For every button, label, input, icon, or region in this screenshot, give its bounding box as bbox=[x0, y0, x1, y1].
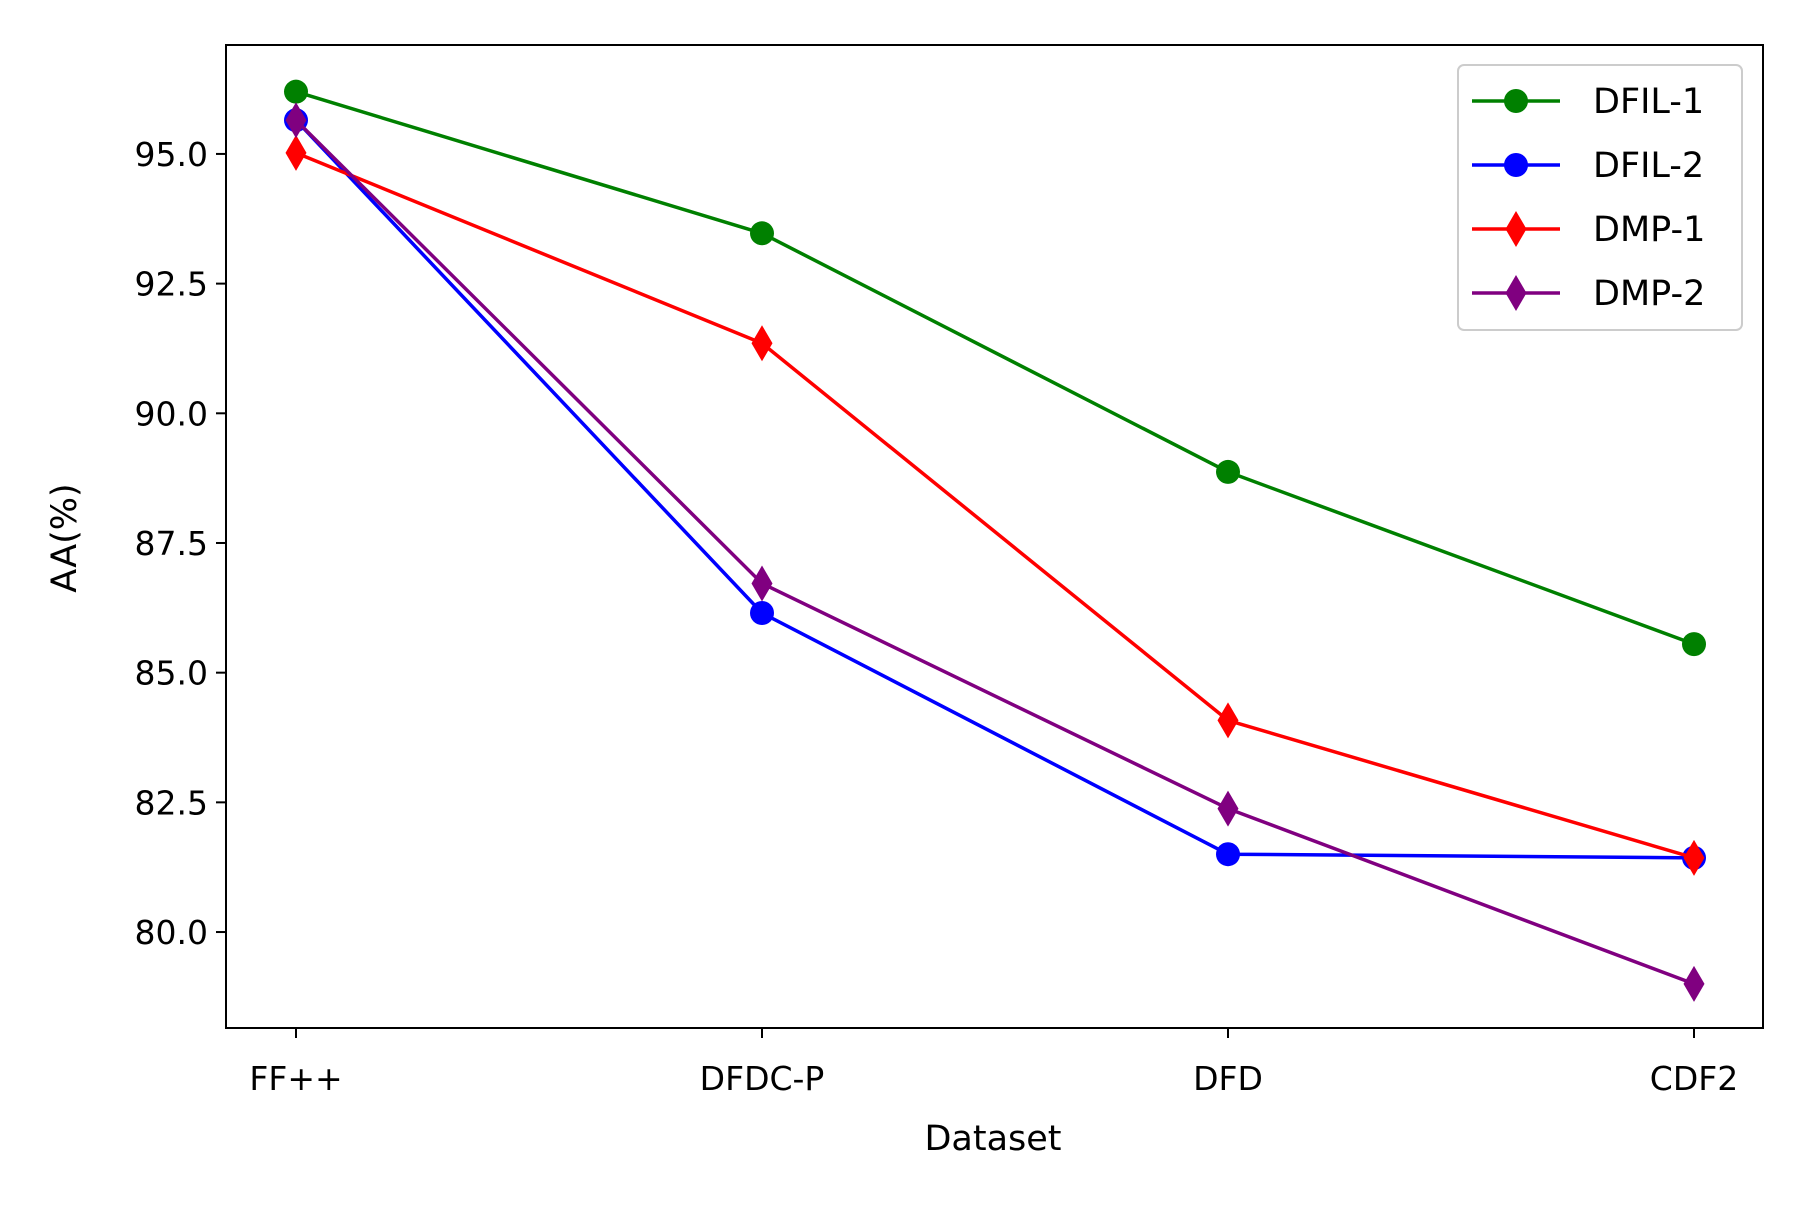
axes: 80.0 82.5 85.0 87.5 90.0 92.5 95.0 FF++ DFDC-P DF… bbox=[135, 44, 1764, 1098]
data-point bbox=[1683, 965, 1705, 1002]
data-point bbox=[285, 102, 307, 139]
plot-frame bbox=[225, 44, 1764, 1029]
data-point bbox=[1217, 702, 1239, 739]
y-tick-label: 80.0 bbox=[135, 913, 208, 952]
plot-area bbox=[284, 79, 1706, 1002]
legend-label: DMP-2 bbox=[1593, 274, 1705, 314]
y-tick-label: 95.0 bbox=[135, 135, 208, 174]
series-line-4 bbox=[294, 118, 1695, 986]
y-axis-title: AA(%) bbox=[45, 483, 85, 592]
data-point bbox=[750, 221, 774, 246]
x-axis-title: Dataset bbox=[924, 1119, 1061, 1159]
series-line-2 bbox=[294, 119, 1695, 860]
data-point bbox=[1682, 632, 1706, 657]
data-point bbox=[1217, 790, 1239, 827]
y-tick-label: 90.0 bbox=[135, 394, 208, 433]
legend-box bbox=[1457, 64, 1743, 331]
data-point bbox=[751, 325, 773, 362]
data-point bbox=[284, 79, 308, 104]
y-tick-label: 85.0 bbox=[135, 654, 208, 693]
data-point bbox=[751, 565, 773, 602]
x-tick-label: DFD bbox=[1193, 1059, 1263, 1098]
legend-label: DFIL-1 bbox=[1593, 82, 1704, 122]
data-point bbox=[1216, 842, 1240, 867]
x-tick-label: FF++ bbox=[249, 1059, 342, 1098]
data-point bbox=[750, 601, 774, 626]
legend-marker bbox=[1505, 211, 1527, 247]
y-tick-label: 87.5 bbox=[135, 524, 208, 563]
series-line-1 bbox=[295, 90, 1695, 646]
legend: DFIL-1 DFIL-2 DMP-1 DMP-2 bbox=[1457, 64, 1743, 331]
legend-marker bbox=[1504, 89, 1528, 113]
legend-marker bbox=[1505, 275, 1527, 311]
y-tick-label: 82.5 bbox=[135, 783, 208, 822]
data-point bbox=[1216, 459, 1240, 484]
x-tick-label: CDF2 bbox=[1650, 1059, 1738, 1098]
legend-marker bbox=[1504, 153, 1528, 177]
y-tick-label: 92.5 bbox=[135, 265, 208, 304]
x-tick-label: DFDC-P bbox=[700, 1059, 825, 1098]
legend-label: DFIL-2 bbox=[1593, 146, 1704, 186]
series-line-3 bbox=[295, 151, 1695, 860]
data-point bbox=[1683, 839, 1705, 876]
legend-label: DMP-1 bbox=[1593, 210, 1705, 250]
data-point bbox=[285, 134, 307, 171]
